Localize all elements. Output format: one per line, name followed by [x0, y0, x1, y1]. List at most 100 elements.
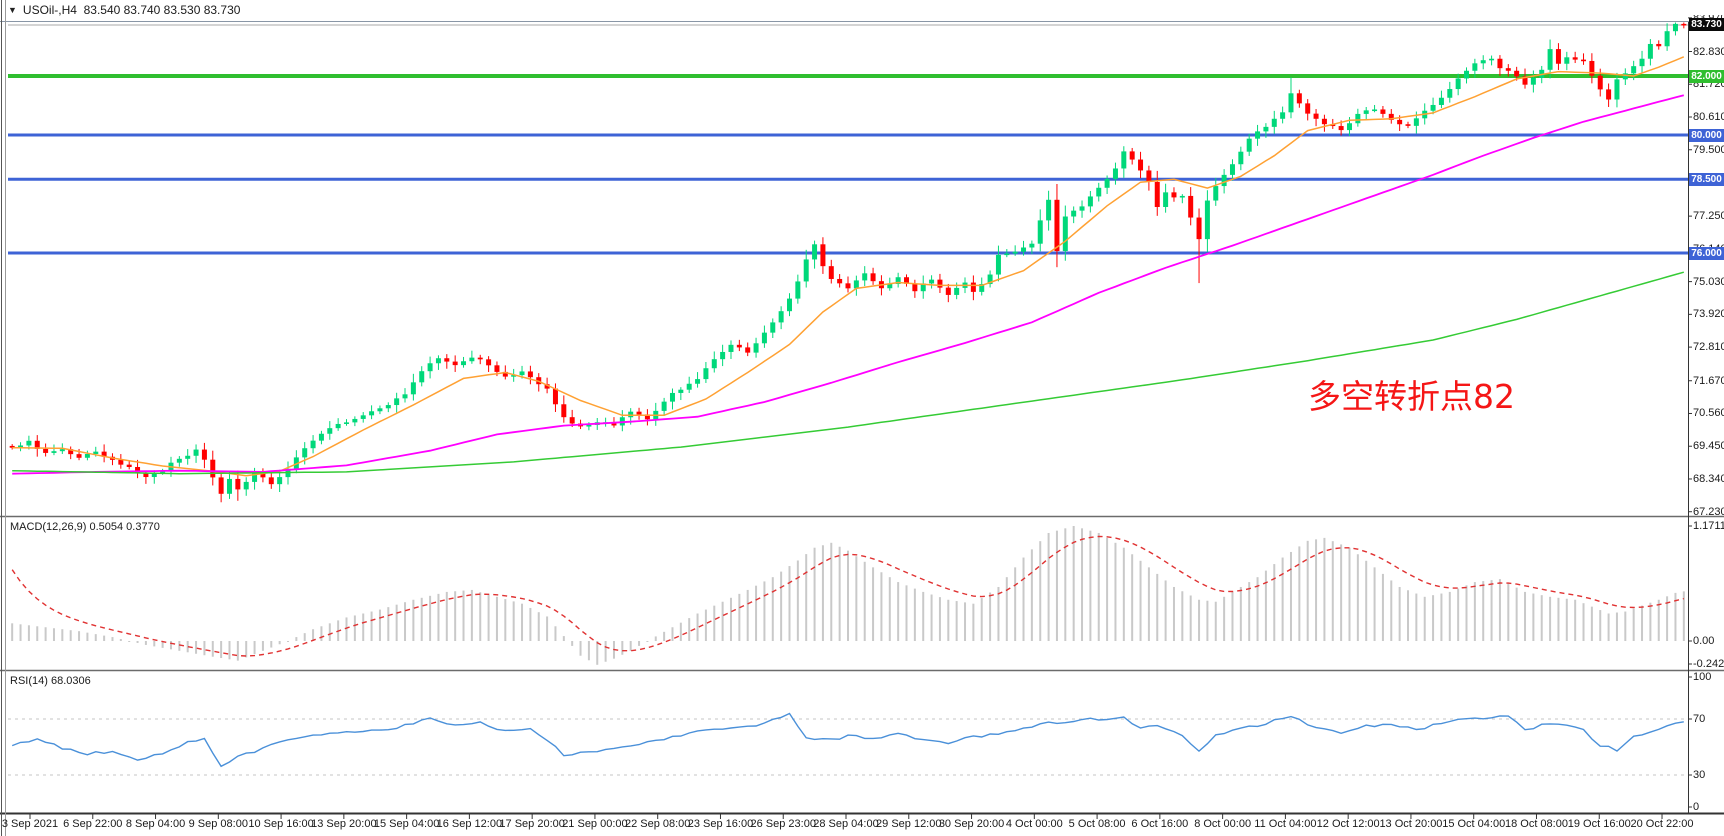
macd-histogram-bar: [813, 547, 816, 641]
candle-bear: [1681, 23, 1687, 26]
candle-bull: [853, 280, 859, 289]
candle-bear: [611, 422, 617, 426]
candle-bull: [1564, 57, 1570, 64]
candle-bull: [1547, 49, 1553, 70]
macd-histogram-bar: [169, 641, 172, 650]
level-badge-82.000: 82.000: [1689, 69, 1724, 83]
macd-histogram-bar: [654, 636, 657, 641]
macd-histogram-bar: [704, 609, 707, 641]
candle-bull: [1213, 186, 1219, 201]
macd-histogram-bar: [1206, 600, 1209, 641]
candle-bull: [995, 254, 1001, 275]
candle-bull: [686, 383, 692, 390]
candle-bear: [76, 454, 82, 458]
macd-histogram-bar: [19, 624, 22, 641]
candle-bull: [176, 458, 182, 463]
candle-bear: [201, 449, 207, 460]
candle-bull: [1438, 97, 1444, 105]
macd-histogram-bar: [855, 556, 858, 641]
candle-bull: [987, 274, 993, 285]
price-tick-label: 72.810: [1693, 341, 1724, 354]
candle-bull: [1664, 31, 1670, 47]
candle-bull: [812, 244, 818, 260]
time-axis-label: 22 Sep 08:00: [624, 818, 691, 830]
macd-histogram-bar: [1599, 610, 1602, 641]
candle-bull: [59, 449, 65, 452]
macd-histogram-bar: [52, 628, 55, 641]
candle-bear: [1572, 57, 1578, 60]
price-tick-label: 82.830: [1693, 45, 1724, 58]
candle-bull: [728, 344, 734, 352]
macd-histogram-bar: [972, 603, 975, 641]
macd-histogram-bar: [571, 641, 574, 646]
candle-bear: [1606, 89, 1612, 100]
macd-histogram-bar: [1172, 586, 1175, 641]
candle-bear: [736, 344, 742, 348]
macd-histogram-bar: [429, 595, 432, 641]
candle-bull: [929, 279, 935, 284]
macd-histogram-bar: [512, 601, 515, 641]
macd-histogram-bar: [1482, 581, 1485, 641]
candle-bull: [1079, 206, 1085, 211]
candle-bull: [628, 411, 634, 418]
macd-histogram-bar: [1106, 537, 1109, 641]
time-axis-label: 29 Sep 12:00: [876, 818, 942, 830]
candle-bull: [410, 382, 416, 395]
macd-histogram-bar: [955, 601, 958, 641]
candle-bull: [185, 455, 191, 459]
macd-histogram-bar: [278, 641, 281, 645]
candle-bull: [1631, 66, 1637, 74]
macd-histogram-bar: [245, 641, 248, 658]
macd-histogram-bar: [378, 609, 381, 641]
macd-histogram-bar: [1532, 593, 1535, 641]
macd-histogram-bar: [61, 629, 64, 641]
candle-bear: [1388, 113, 1394, 120]
macd-histogram-bar: [830, 542, 833, 641]
candle-bull: [18, 445, 24, 448]
candle-bull: [469, 357, 475, 362]
collapse-icon[interactable]: ▼: [8, 5, 17, 15]
macd-histogram-bar: [562, 636, 565, 641]
macd-histogram-bar: [1423, 596, 1426, 641]
macd-histogram-bar: [880, 572, 883, 641]
ma-fast-orange: [12, 56, 1685, 477]
macd-histogram-bar: [1507, 583, 1510, 641]
macd-histogram-bar: [236, 641, 239, 661]
candle-bull: [1021, 247, 1027, 252]
macd-histogram-bar: [27, 625, 30, 641]
macd-histogram-bar: [796, 560, 799, 641]
macd-histogram-bar: [888, 577, 891, 641]
macd-histogram-bar: [989, 592, 992, 641]
macd-histogram-bar: [1298, 546, 1301, 641]
macd-histogram-bar: [1607, 613, 1610, 641]
candle-bull: [419, 371, 425, 383]
macd-histogram-bar: [1624, 611, 1627, 641]
macd-histogram-bar: [771, 577, 774, 641]
candle-bull: [344, 422, 350, 424]
macd-histogram-bar: [404, 602, 407, 641]
candle-bull: [1121, 151, 1127, 169]
candle-bull: [778, 311, 784, 323]
macd-histogram-bar: [1248, 582, 1251, 641]
candle-bull: [1280, 112, 1286, 119]
candle-bear: [636, 411, 642, 415]
candle-bull: [761, 332, 767, 344]
macd-histogram-bar: [1256, 577, 1259, 641]
time-axis-label: 4 Oct 00:00: [1005, 818, 1063, 830]
candle-bear: [527, 371, 533, 378]
time-axis-label: 18 Oct 08:00: [1504, 818, 1568, 830]
macd-histogram-bar: [646, 641, 649, 642]
time-axis-label: 5 Oct 08:00: [1068, 818, 1126, 830]
candle-bull: [586, 424, 592, 427]
candle-bear: [937, 279, 943, 288]
header-separator: [0, 21, 1724, 22]
macd-histogram-bar: [186, 641, 189, 653]
candle-bear: [745, 347, 751, 353]
candle-bull: [1246, 138, 1252, 152]
candle-bear: [210, 459, 216, 478]
candle-bull: [385, 405, 391, 409]
macd-histogram-bar: [1131, 554, 1134, 641]
macd-histogram-bar: [930, 594, 933, 641]
macd-histogram-bar: [1682, 591, 1685, 641]
